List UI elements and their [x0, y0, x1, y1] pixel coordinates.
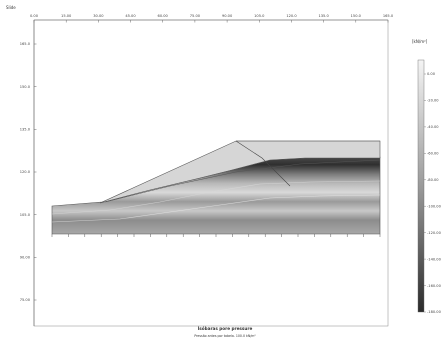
y-tick-label: 105.0 [20, 213, 31, 217]
phreatic-line [104, 159, 381, 203]
legend-label: -140.00 [427, 257, 442, 261]
legend-label: 0.00 [427, 72, 436, 76]
slip-surface [235, 140, 291, 187]
y-tick-label: 75.00 [20, 298, 31, 302]
legend-colorbar [417, 59, 425, 313]
y-tick-label: 120.0 [20, 170, 31, 174]
legend-label: -180.00 [427, 310, 442, 314]
legend-label: -120.00 [427, 231, 442, 235]
x-tick-label: 90.00 [222, 14, 233, 18]
y-tick-label: 135.0 [20, 128, 31, 132]
x-tick-label: 120.0 [286, 14, 297, 18]
contour-line [51, 180, 381, 215]
x-tick-label: 150.0 [351, 14, 362, 18]
x-tick-label: 30.00 [93, 14, 104, 18]
legend-label: -40.00 [427, 125, 439, 129]
x-tick-label: 105.0 [254, 14, 265, 18]
legend-label: -20.00 [427, 99, 439, 103]
y-tick-label: 90.00 [20, 256, 31, 260]
chart-title: Isóbaras pore pressure [198, 326, 253, 331]
legend-title: [kN/m²] [412, 39, 428, 44]
app-label: Slide [6, 5, 16, 10]
x-tick-label: 135.0 [318, 14, 329, 18]
chart-subtitle: Pressão antes por tabela. 100.0 kN/m² [194, 334, 256, 338]
x-tick-label: 15.00 [61, 14, 72, 18]
legend-label: -80.00 [427, 178, 439, 182]
x-tick-label: 0.00 [30, 14, 39, 18]
y-tick-labels: 165.0 150.0 135.0 120.0 105.0 90.00 75.00 [20, 42, 37, 302]
contour-line [51, 194, 381, 223]
x-tick-labels: 0.00 15.00 30.00 45.00 60.00 75.00 90.00 105.0 1… [30, 14, 394, 23]
y-tick-label: 165.0 [20, 42, 31, 46]
base-marks [51, 234, 381, 237]
x-tick-label: 165.0 [383, 14, 394, 18]
legend-label: -160.00 [427, 284, 442, 288]
legend-label: -100.00 [427, 204, 442, 208]
legend-label: -60.00 [427, 152, 439, 156]
x-tick-label: 60.00 [158, 14, 169, 18]
y-tick-label: 150.0 [20, 85, 31, 89]
legend-labels: 0.00 -20.00 -40.00 -60.00 -80.00 -100.00 -120.… [424, 72, 442, 314]
x-tick-label: 75.00 [190, 14, 201, 18]
x-tick-label: 45.00 [125, 14, 136, 18]
